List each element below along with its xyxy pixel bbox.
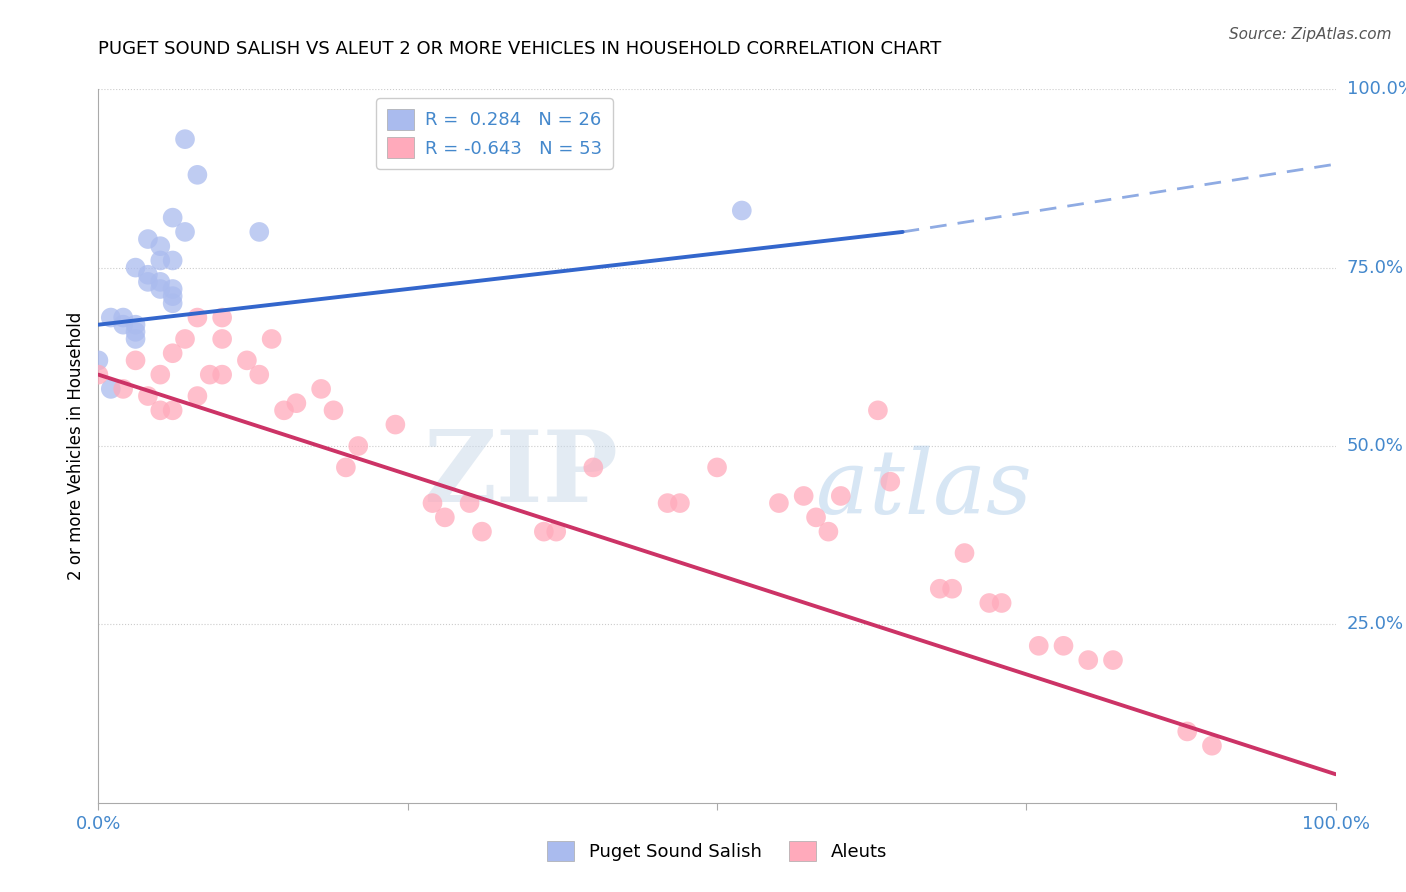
- Point: [198, 368, 221, 382]
- Point: [830, 489, 852, 503]
- Text: 50.0%: 50.0%: [1347, 437, 1403, 455]
- Point: [174, 225, 197, 239]
- Point: [87, 368, 110, 382]
- Point: [174, 332, 197, 346]
- Text: ZIP: ZIP: [423, 426, 619, 523]
- Point: [162, 346, 184, 360]
- Text: 75.0%: 75.0%: [1347, 259, 1405, 277]
- Text: 100.0%: 100.0%: [1347, 80, 1406, 98]
- Point: [657, 496, 679, 510]
- Point: [941, 582, 963, 596]
- Point: [322, 403, 344, 417]
- Point: [149, 239, 172, 253]
- Point: [706, 460, 728, 475]
- Text: 25.0%: 25.0%: [1347, 615, 1405, 633]
- Point: [162, 282, 184, 296]
- Point: [422, 496, 444, 510]
- Point: [211, 310, 233, 325]
- Point: [136, 232, 159, 246]
- Point: [1175, 724, 1198, 739]
- Point: [149, 403, 172, 417]
- Point: [149, 282, 172, 296]
- Y-axis label: 2 or more Vehicles in Household: 2 or more Vehicles in Household: [67, 312, 86, 580]
- Point: [953, 546, 976, 560]
- Point: [273, 403, 295, 417]
- Point: [458, 496, 481, 510]
- Point: [1028, 639, 1050, 653]
- Point: [124, 332, 146, 346]
- Point: [149, 275, 172, 289]
- Point: [669, 496, 692, 510]
- Point: [162, 296, 184, 310]
- Point: [928, 582, 950, 596]
- Point: [433, 510, 456, 524]
- Point: [112, 382, 135, 396]
- Point: [124, 325, 146, 339]
- Point: [149, 368, 172, 382]
- Point: [236, 353, 259, 368]
- Point: [100, 382, 122, 396]
- Point: [124, 260, 146, 275]
- Point: [990, 596, 1012, 610]
- Point: [768, 496, 790, 510]
- Point: [149, 253, 172, 268]
- Point: [1201, 739, 1223, 753]
- Point: [582, 460, 605, 475]
- Point: [100, 310, 122, 325]
- Point: [533, 524, 555, 539]
- Point: [1052, 639, 1074, 653]
- Point: [471, 524, 494, 539]
- Point: [136, 389, 159, 403]
- Point: [136, 275, 159, 289]
- Point: [384, 417, 406, 432]
- Point: [285, 396, 308, 410]
- Point: [162, 403, 184, 417]
- Point: [162, 211, 184, 225]
- Point: [174, 132, 197, 146]
- Point: [211, 368, 233, 382]
- Point: [793, 489, 815, 503]
- Point: [879, 475, 901, 489]
- Point: [335, 460, 357, 475]
- Point: [731, 203, 754, 218]
- Point: [112, 310, 135, 325]
- Point: [347, 439, 370, 453]
- Point: [804, 510, 827, 524]
- Point: [186, 168, 208, 182]
- Point: [546, 524, 568, 539]
- Point: [866, 403, 889, 417]
- Point: [260, 332, 283, 346]
- Point: [247, 368, 270, 382]
- Point: [186, 310, 208, 325]
- Point: [186, 389, 208, 403]
- Point: [817, 524, 839, 539]
- Point: [162, 253, 184, 268]
- Point: [211, 332, 233, 346]
- Point: [87, 353, 110, 368]
- Text: Source: ZipAtlas.com: Source: ZipAtlas.com: [1229, 27, 1392, 42]
- Point: [162, 289, 184, 303]
- Text: atlas: atlas: [815, 445, 1032, 533]
- Point: [1077, 653, 1099, 667]
- Point: [124, 318, 146, 332]
- Point: [112, 318, 135, 332]
- Legend: Puget Sound Salish, Aleuts: Puget Sound Salish, Aleuts: [537, 830, 897, 872]
- Point: [247, 225, 270, 239]
- Point: [979, 596, 1001, 610]
- Point: [124, 353, 146, 368]
- Point: [136, 268, 159, 282]
- Text: PUGET SOUND SALISH VS ALEUT 2 OR MORE VEHICLES IN HOUSEHOLD CORRELATION CHART: PUGET SOUND SALISH VS ALEUT 2 OR MORE VE…: [98, 40, 942, 58]
- Point: [309, 382, 332, 396]
- Point: [1102, 653, 1125, 667]
